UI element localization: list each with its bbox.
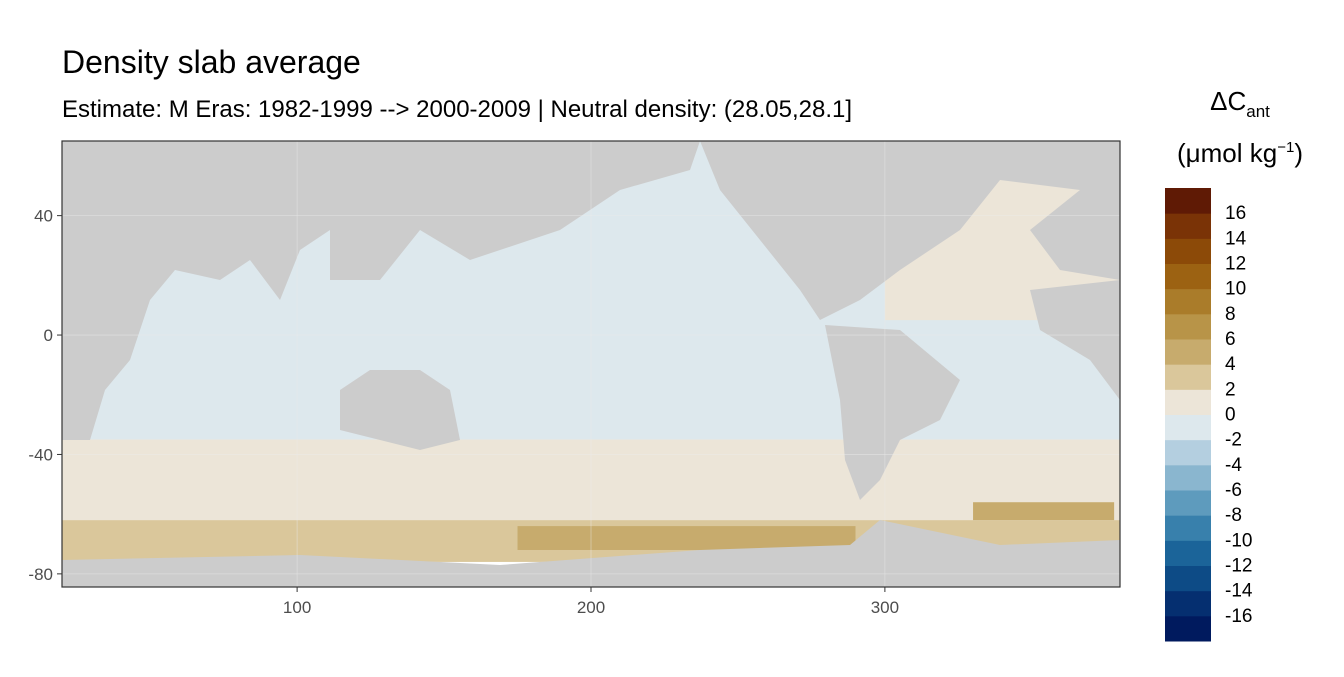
legend-label: -8 bbox=[1225, 505, 1242, 526]
legend-swatch bbox=[1165, 464, 1211, 491]
legend-swatch bbox=[1165, 364, 1211, 390]
legend-title-sub: ant bbox=[1246, 102, 1270, 121]
legend-label: 6 bbox=[1225, 329, 1236, 350]
legend-label: 2 bbox=[1225, 379, 1236, 400]
legend-label: 16 bbox=[1225, 203, 1246, 224]
y-tick-label: -80 bbox=[28, 565, 53, 584]
y-tick-label: 0 bbox=[44, 326, 53, 345]
land-shape bbox=[825, 325, 960, 500]
legend-label: 12 bbox=[1225, 254, 1246, 275]
legend-unit-main: (μmol kg bbox=[1177, 138, 1277, 168]
legend-label: 10 bbox=[1225, 279, 1246, 300]
legend-swatch bbox=[1165, 515, 1211, 541]
y-tick-label: 40 bbox=[34, 207, 53, 226]
legend-swatch bbox=[1165, 188, 1211, 214]
land-shape bbox=[340, 370, 460, 450]
legend-swatch bbox=[1165, 439, 1211, 466]
legend-swatch bbox=[1165, 339, 1211, 365]
field-region bbox=[973, 502, 1115, 521]
legend-unit: (μmol kg−1) bbox=[1177, 138, 1303, 168]
legend-swatch bbox=[1165, 615, 1211, 642]
legend-label: 4 bbox=[1225, 354, 1236, 375]
legend-swatch bbox=[1165, 288, 1211, 315]
chart-title: Density slab average bbox=[62, 44, 361, 80]
legend-label: 8 bbox=[1225, 304, 1236, 325]
legend-title-main: ΔC bbox=[1210, 86, 1246, 116]
x-tick-label: 100 bbox=[283, 598, 311, 617]
land-shape bbox=[700, 141, 1000, 320]
field-region bbox=[517, 526, 856, 550]
chart-subtitle: Estimate: M Eras: 1982-1999 --> 2000-200… bbox=[62, 96, 852, 123]
legend-swatch bbox=[1165, 540, 1211, 566]
x-tick-label: 200 bbox=[577, 598, 605, 617]
legend-label: -6 bbox=[1225, 480, 1242, 501]
legend-title: ΔCant bbox=[1210, 86, 1270, 121]
legend-swatch bbox=[1165, 313, 1211, 340]
legend-label: -12 bbox=[1225, 556, 1252, 577]
legend-swatch bbox=[1165, 414, 1211, 441]
legend-swatch bbox=[1165, 490, 1211, 516]
legend-unit-sup: −1 bbox=[1277, 139, 1294, 156]
land-shape bbox=[1000, 141, 1120, 280]
legend-label: -16 bbox=[1225, 606, 1252, 627]
legend-label: 14 bbox=[1225, 228, 1247, 249]
legend-label: -2 bbox=[1225, 430, 1242, 451]
legend-swatch bbox=[1165, 389, 1211, 415]
legend-label: 0 bbox=[1225, 405, 1236, 426]
legend-swatch bbox=[1165, 263, 1211, 290]
legend-swatch bbox=[1165, 565, 1211, 592]
x-tick-label: 300 bbox=[871, 598, 899, 617]
legend-label: -10 bbox=[1225, 530, 1252, 551]
legend-swatch bbox=[1165, 213, 1211, 239]
legend-swatch bbox=[1165, 238, 1211, 264]
legend-unit-end: ) bbox=[1294, 138, 1303, 168]
legend-swatch bbox=[1165, 590, 1211, 617]
legend-label: -4 bbox=[1225, 455, 1242, 476]
land-shape bbox=[62, 520, 1120, 587]
land-shape bbox=[330, 141, 700, 280]
y-tick-label: -40 bbox=[28, 445, 53, 464]
land-shape bbox=[1030, 280, 1120, 400]
legend-label: -14 bbox=[1225, 581, 1253, 602]
